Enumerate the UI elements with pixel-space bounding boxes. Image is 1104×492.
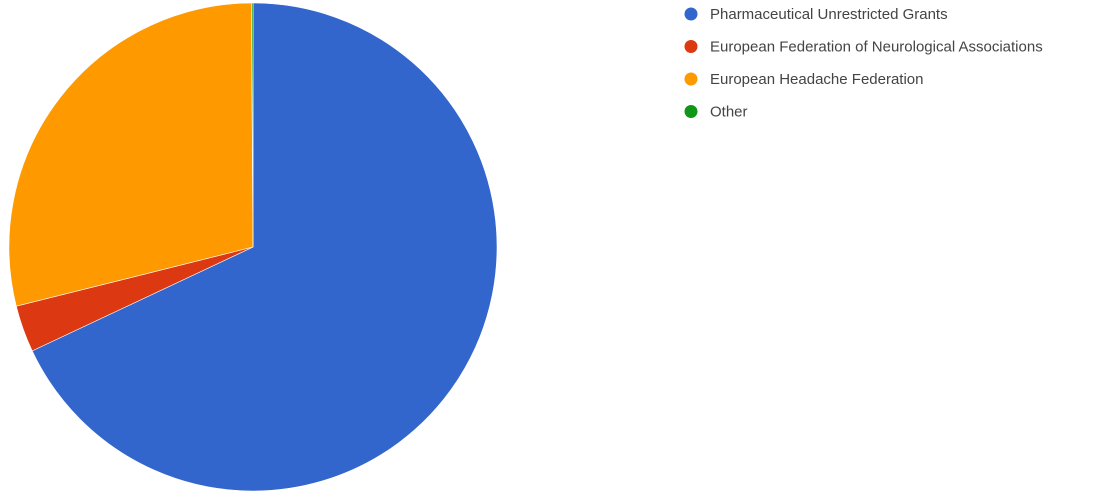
pie-slices [8, 2, 498, 492]
legend-swatch-1 [684, 40, 698, 53]
pie-slice-0[interactable] [31, 2, 498, 492]
legend-label-0: Pharmaceutical Unrestricted Grants [710, 6, 948, 23]
legend-label-1: European Federation of Neurological Asso… [710, 39, 1043, 56]
pie-slice-2[interactable] [8, 2, 254, 307]
legend-swatch-0 [684, 7, 698, 21]
legend: Pharmaceutical Unrestricted Grants Europe… [684, 6, 1043, 121]
legend-item-1[interactable]: European Federation of Neurological Asso… [684, 39, 1043, 56]
pie-slice-3[interactable] [251, 2, 254, 248]
legend-swatch-3 [684, 105, 698, 118]
legend-item-2[interactable]: European Headache Federation [684, 71, 924, 88]
legend-item-3[interactable]: Other [684, 104, 748, 121]
legend-label-3: Other [710, 104, 748, 121]
legend-label-2: European Headache Federation [710, 71, 924, 88]
legend-item-0[interactable]: Pharmaceutical Unrestricted Grants [684, 6, 948, 23]
legend-swatch-2 [684, 72, 698, 86]
